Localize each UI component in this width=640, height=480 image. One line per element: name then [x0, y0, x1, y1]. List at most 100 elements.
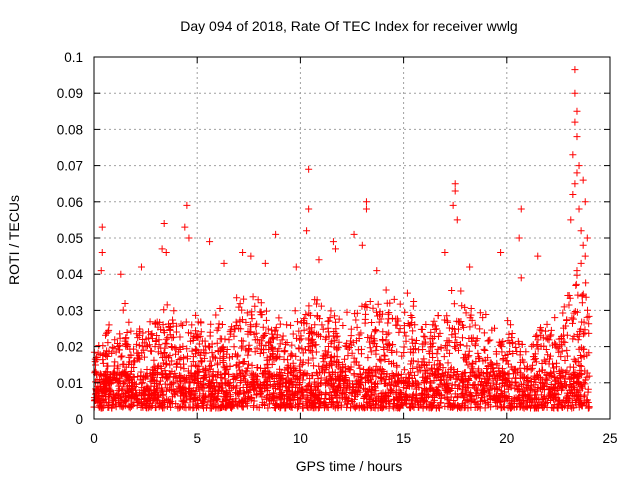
data-point — [402, 332, 410, 340]
data-point — [540, 403, 548, 411]
data-point — [292, 352, 300, 360]
axis-ticks: 0 0.01 0.02 0.03 0.04 0.05 0.06 0.07 0.08 0.09 0.1… — [57, 50, 618, 446]
data-point — [362, 301, 370, 309]
data-point — [451, 187, 459, 195]
data-point — [461, 401, 469, 409]
data-point — [313, 300, 321, 308]
data-point — [427, 404, 435, 412]
data-point — [552, 394, 560, 402]
data-point — [361, 393, 369, 401]
data-point — [144, 384, 152, 392]
data-point — [580, 318, 588, 326]
data-point — [471, 340, 479, 348]
data-point — [443, 312, 451, 320]
data-point — [142, 343, 150, 351]
data-point — [437, 376, 445, 384]
data-point — [100, 398, 108, 406]
data-point — [266, 339, 274, 347]
data-point — [95, 392, 103, 400]
data-point — [309, 354, 317, 362]
data-point — [451, 390, 459, 398]
data-point — [305, 205, 313, 213]
data-point — [288, 396, 296, 404]
data-point — [308, 401, 316, 409]
data-point — [569, 315, 577, 323]
data-point — [291, 307, 299, 315]
data-point — [451, 381, 459, 389]
data-point — [508, 399, 516, 407]
data-point — [205, 387, 213, 395]
data-point — [436, 399, 444, 407]
data-point — [187, 329, 195, 337]
data-point — [328, 337, 336, 345]
data-point — [384, 319, 392, 327]
data-point — [140, 353, 148, 361]
data-point — [265, 395, 273, 403]
data-point — [233, 294, 241, 302]
data-point — [330, 388, 338, 396]
data-point — [388, 314, 396, 322]
data-point — [382, 376, 390, 384]
data-point — [281, 366, 289, 374]
data-point — [533, 342, 541, 350]
data-point — [419, 404, 427, 412]
data-point — [426, 335, 434, 343]
data-point — [278, 391, 286, 399]
data-point — [389, 402, 397, 410]
data-point — [317, 379, 325, 387]
data-point — [423, 375, 431, 383]
data-point — [498, 387, 506, 395]
data-point — [181, 223, 189, 231]
y-tick-label: 0.1 — [64, 50, 83, 65]
data-point — [463, 342, 471, 350]
data-point — [205, 376, 213, 384]
data-point — [418, 358, 426, 366]
data-point — [197, 357, 205, 365]
data-point — [385, 397, 393, 405]
y-tick-label: 0.02 — [57, 340, 83, 355]
data-point — [570, 392, 578, 400]
data-point — [327, 361, 335, 369]
data-point — [159, 387, 167, 395]
data-point — [178, 402, 186, 410]
data-point — [298, 319, 306, 327]
data-point — [358, 403, 366, 411]
data-point — [462, 356, 470, 364]
data-point — [140, 346, 148, 354]
data-point — [315, 256, 323, 264]
data-point — [520, 380, 528, 388]
x-tick-label: 10 — [293, 431, 308, 446]
data-point — [523, 395, 531, 403]
data-point — [288, 351, 296, 359]
data-point — [454, 367, 462, 375]
data-point — [421, 333, 429, 341]
data-point — [551, 314, 559, 322]
data-point — [162, 248, 170, 256]
data-point — [216, 335, 224, 343]
data-point — [97, 404, 105, 412]
data-point — [187, 362, 195, 370]
data-point — [541, 327, 549, 335]
data-point — [461, 303, 469, 311]
data-point — [385, 329, 393, 337]
data-point — [401, 399, 409, 407]
data-point — [346, 337, 354, 345]
data-point — [130, 392, 138, 400]
data-point — [218, 398, 226, 406]
data-point — [554, 404, 562, 412]
data-point — [408, 374, 416, 382]
data-point — [352, 316, 360, 324]
data-point — [545, 336, 553, 344]
data-point — [208, 372, 216, 380]
data-point — [527, 382, 535, 390]
data-point — [571, 368, 579, 376]
y-tick-label: 0.09 — [57, 86, 83, 101]
data-point — [183, 201, 191, 209]
data-point — [496, 372, 504, 380]
data-point — [408, 319, 416, 327]
data-point — [107, 387, 115, 395]
data-point — [501, 388, 509, 396]
data-point — [112, 348, 120, 356]
data-point — [579, 176, 587, 184]
data-point — [377, 375, 385, 383]
